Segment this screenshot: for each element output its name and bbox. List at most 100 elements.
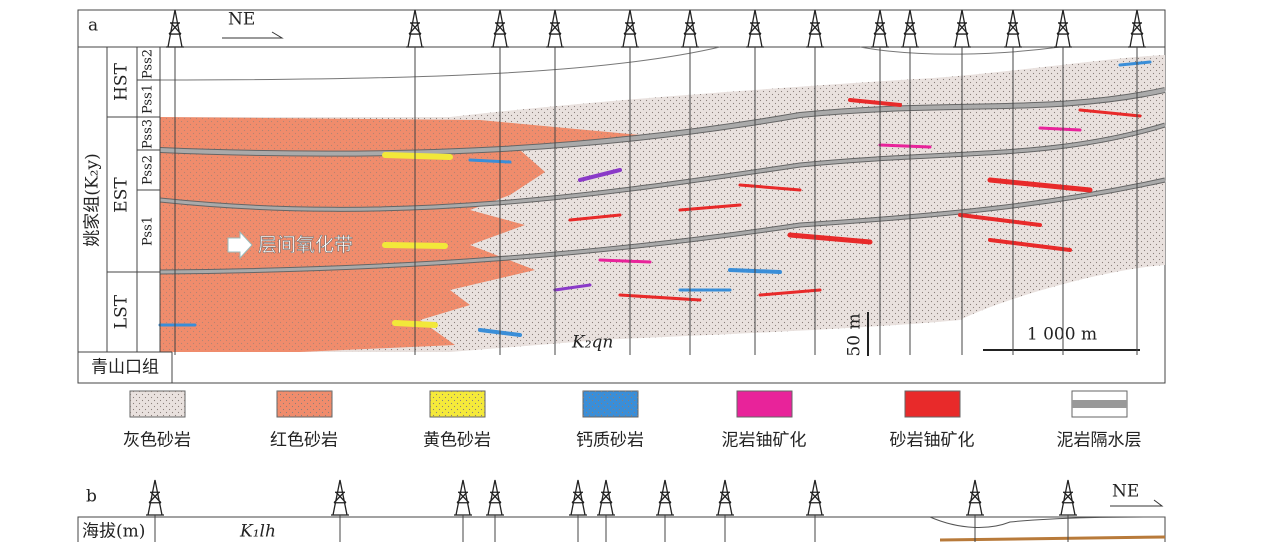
direction: NE [1112,482,1139,502]
legend-item: 黄色砂岩 [423,390,491,451]
system-tract: HST [112,62,132,100]
derrick [1128,9,1146,48]
red-lens [1078,108,1142,118]
derrick [1004,9,1022,48]
mudstone-barriers [159,87,1166,275]
red-lens [787,232,873,245]
legend-swatch [736,390,793,418]
red-lens [758,288,822,297]
red-lens [988,238,1072,252]
derrick [486,479,504,516]
unit-label: K₁lh [239,522,276,542]
mudstone [159,88,1166,156]
derrick [656,479,674,516]
legend-label: 红色砂岩 [270,431,338,451]
blue-lens [468,158,512,164]
direction-arrow: NE [222,10,284,39]
sequence: Pss2 [141,49,156,79]
legend-label: 钙质砂岩 [576,431,644,451]
annotation: 层间氧化带 [258,234,353,256]
legend-item: 钙质砂岩 [576,390,644,451]
legend-label: 泥岩铀矿化 [722,431,807,451]
derrick [953,9,971,48]
red-lens [958,213,1042,227]
derrick [1054,9,1072,48]
legend-label: 黄色砂岩 [423,431,491,451]
mudstone [159,123,1166,211]
derrick [406,9,424,48]
legend-item: 红色砂岩 [270,390,338,451]
legend-item: 泥岩铀矿化 [722,390,807,451]
derrick [871,9,889,48]
legend-swatch [904,390,961,418]
derrick [901,9,919,48]
derrick [597,479,615,516]
legend-item: 泥岩隔水层 [1057,390,1142,451]
blue-lens [1118,60,1152,67]
vertical-scale: 50 m [845,313,865,356]
yellow-lens [382,152,453,160]
wells [166,9,1146,355]
legend: 灰色砂岩 红色砂岩 黄色砂岩 钙质砂岩 泥岩铀矿化 砂岩铀矿化 泥岩隔水层 [123,390,1142,451]
purple-lens [553,283,592,292]
surface [929,516,1166,528]
legend-texture [430,391,485,417]
system-tract: EST [112,177,132,213]
annotation-arrow [227,230,253,260]
derrick [331,479,349,516]
sequence: Pss1 [141,216,156,246]
axis-label: 海拔(m) [82,522,145,542]
pink-lens [1038,126,1082,132]
derrick [1059,479,1077,516]
derrick [746,9,764,48]
sequence: Pss1 [141,84,156,114]
derrick [806,9,824,48]
pink-lens [598,258,652,264]
derrick [621,9,639,48]
purple-lens [578,168,622,182]
derrick [716,479,734,516]
base-formation: 青山口组 [91,358,159,378]
arrow [222,31,284,39]
red-sandstone-texture [160,117,640,352]
derrick [806,479,824,516]
direction: NE [228,10,255,30]
legend-label: 泥岩隔水层 [1057,431,1142,451]
derrick [166,9,184,48]
wells [146,479,1077,542]
derrick [681,9,699,48]
pink-lens [878,143,932,149]
arrow [1110,499,1164,507]
derrick [491,9,509,48]
derrick [454,479,472,516]
derrick [546,9,564,48]
red-lens [738,183,802,192]
legend-label: 砂岩铀矿化 [890,431,975,451]
sequence: Pss3 [141,119,156,149]
horizontal-scale: 1 000 m [1027,325,1097,345]
legend-texture [583,391,638,417]
formation: 姚家组(K₂y) [83,153,103,246]
legend-band [1072,400,1127,408]
red-lens [987,177,1093,193]
panel-label: b [86,487,97,507]
legend-label: 灰色砂岩 [123,431,191,451]
derrick [146,479,164,516]
horizon [159,46,721,81]
mudstone [159,178,1166,274]
formation-top [939,535,1166,542]
sequence: Pss2 [141,155,156,185]
derrick [569,479,587,516]
horizon [859,46,1061,55]
legend-item: 砂岩铀矿化 [890,390,975,451]
derrick [966,479,984,516]
unit-label: K₂qn [571,333,613,353]
legend-texture [130,391,185,417]
system-tract: LST [112,294,132,329]
red-lens [848,98,902,107]
red-lens [618,293,702,302]
legend-texture [277,391,332,417]
red-lens [568,213,622,222]
panel-label: a [88,16,98,36]
